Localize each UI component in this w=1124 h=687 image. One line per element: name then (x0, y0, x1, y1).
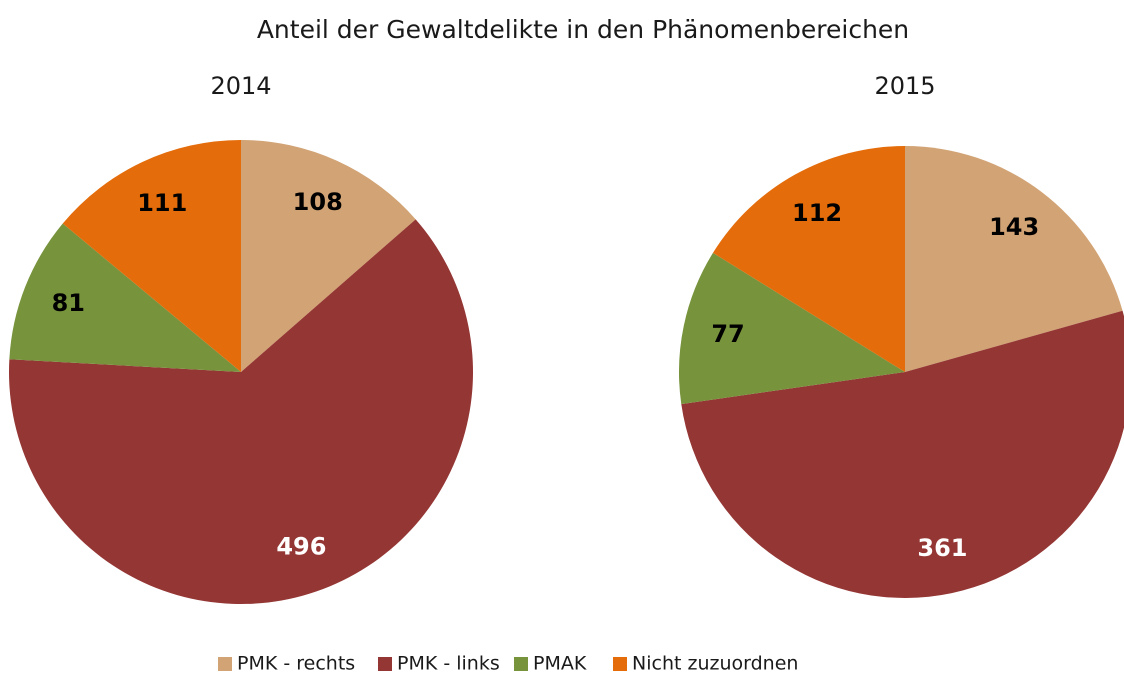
data-label: 81 (52, 289, 85, 317)
pie-slice (905, 146, 1123, 372)
pie-title: 2014 (210, 72, 271, 100)
data-label: 77 (711, 320, 744, 348)
legend-label: PMAK (533, 653, 587, 675)
legend-swatch (218, 657, 232, 671)
data-label: 111 (137, 189, 187, 217)
pie-slice (62, 140, 242, 372)
chart-title: Anteil der Gewaltdelikte in den Phänomen… (257, 15, 909, 44)
data-label: 108 (293, 188, 343, 216)
data-label: 143 (989, 213, 1039, 241)
legend-swatch (514, 657, 528, 671)
pie-slice (241, 140, 416, 372)
pie-slice (9, 219, 474, 605)
data-label: 361 (917, 534, 967, 562)
legend-swatch (613, 657, 627, 671)
pie-slice (9, 223, 241, 372)
pie-slice (679, 252, 905, 405)
legend-swatch (378, 657, 392, 671)
legend-label: PMK - rechts (237, 653, 355, 675)
pie-slice (681, 310, 1124, 599)
pie-slice (712, 146, 905, 372)
data-label: 496 (276, 532, 326, 560)
legend-label: PMK - links (397, 653, 500, 675)
data-label: 112 (792, 199, 842, 227)
legend-label: Nicht zuzuordnen (632, 653, 798, 675)
pie-title: 2015 (874, 72, 935, 100)
